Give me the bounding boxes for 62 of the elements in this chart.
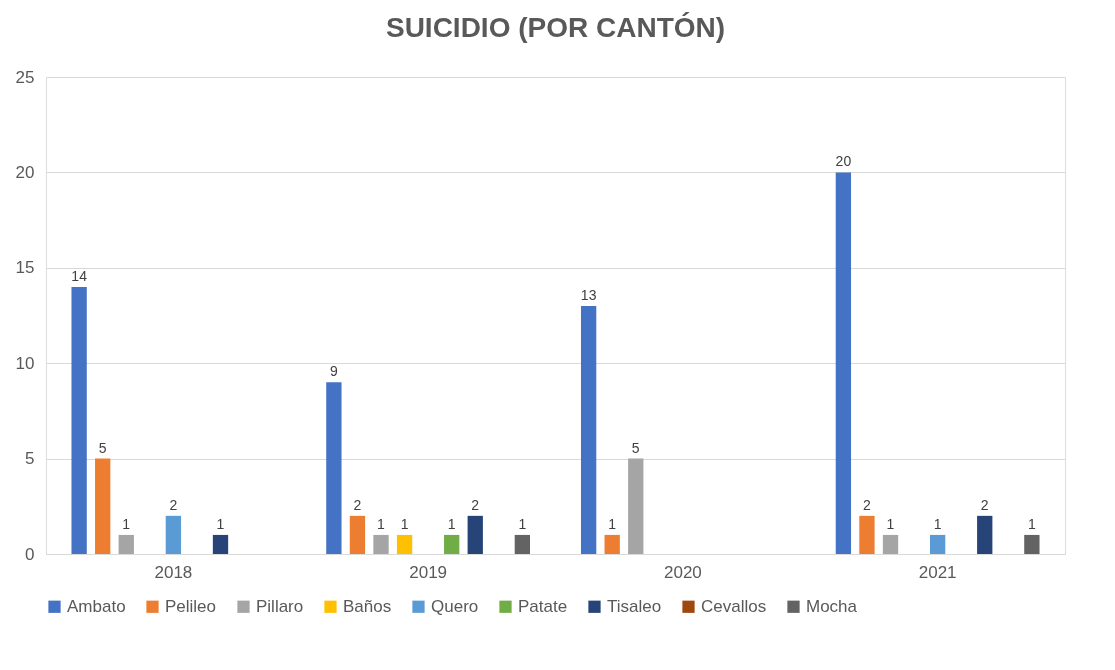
data-label: 5	[631, 439, 640, 456]
data-label: 2	[863, 496, 872, 513]
bar	[1024, 534, 1040, 554]
bar	[977, 515, 993, 554]
data-label: 1	[1027, 515, 1036, 532]
legend-label: Tisaleo	[607, 596, 662, 616]
bar	[835, 172, 852, 554]
bar	[628, 458, 644, 554]
legend-label: Pillaro	[256, 596, 304, 616]
bar	[444, 534, 460, 554]
data-label: 1	[122, 515, 131, 532]
x-tick-label: 2021	[918, 562, 957, 582]
data-label: 2	[353, 496, 362, 513]
bar	[326, 382, 342, 554]
legend-label: Mocha	[806, 596, 858, 616]
data-label: 2	[471, 496, 480, 513]
data-label: 13	[580, 286, 597, 303]
bar	[604, 534, 620, 554]
data-label: 20	[835, 153, 852, 170]
x-tick-label: 2020	[663, 562, 702, 582]
data-label: 9	[329, 363, 338, 380]
y-tick-label: 25	[15, 67, 35, 87]
bar	[396, 534, 413, 554]
y-tick-label: 10	[15, 353, 35, 373]
legend-label: Quero	[431, 596, 479, 616]
bar	[514, 534, 531, 554]
y-tick-label: 15	[15, 258, 35, 278]
bar	[467, 515, 483, 554]
chart-title: SUICIDIO (POR CANTÓN)	[385, 12, 726, 43]
bar	[95, 458, 111, 554]
data-label: 5	[98, 439, 107, 456]
legend-label: Cevallos	[701, 596, 767, 616]
bar	[929, 534, 946, 554]
bar	[212, 534, 229, 554]
bar	[349, 515, 366, 554]
data-label: 1	[400, 515, 409, 532]
data-label: 1	[518, 515, 527, 532]
data-label: 1	[216, 515, 225, 532]
legend-label: Patate	[518, 596, 568, 616]
bar	[882, 534, 899, 554]
data-label: 1	[447, 515, 456, 532]
data-label: 1	[933, 515, 942, 532]
y-tick-label: 20	[15, 162, 35, 182]
data-label: 1	[886, 515, 895, 532]
data-label: 2	[980, 496, 989, 513]
bar	[118, 534, 134, 554]
bar	[580, 305, 597, 554]
y-tick-label: 0	[25, 544, 35, 564]
y-tick-label: 5	[25, 449, 35, 469]
data-label: 2	[169, 496, 178, 513]
bar	[859, 515, 875, 554]
data-label: 1	[377, 515, 386, 532]
bar	[71, 286, 87, 554]
x-tick-label: 2019	[409, 562, 448, 582]
x-tick-label: 2018	[154, 562, 193, 582]
legend-label: Ambato	[67, 596, 126, 616]
data-label: 14	[71, 267, 88, 284]
bar	[165, 515, 182, 554]
data-label: 1	[608, 515, 617, 532]
legend-label: Baños	[343, 596, 392, 616]
bar	[373, 534, 389, 554]
legend-label: Pelileo	[165, 596, 217, 616]
